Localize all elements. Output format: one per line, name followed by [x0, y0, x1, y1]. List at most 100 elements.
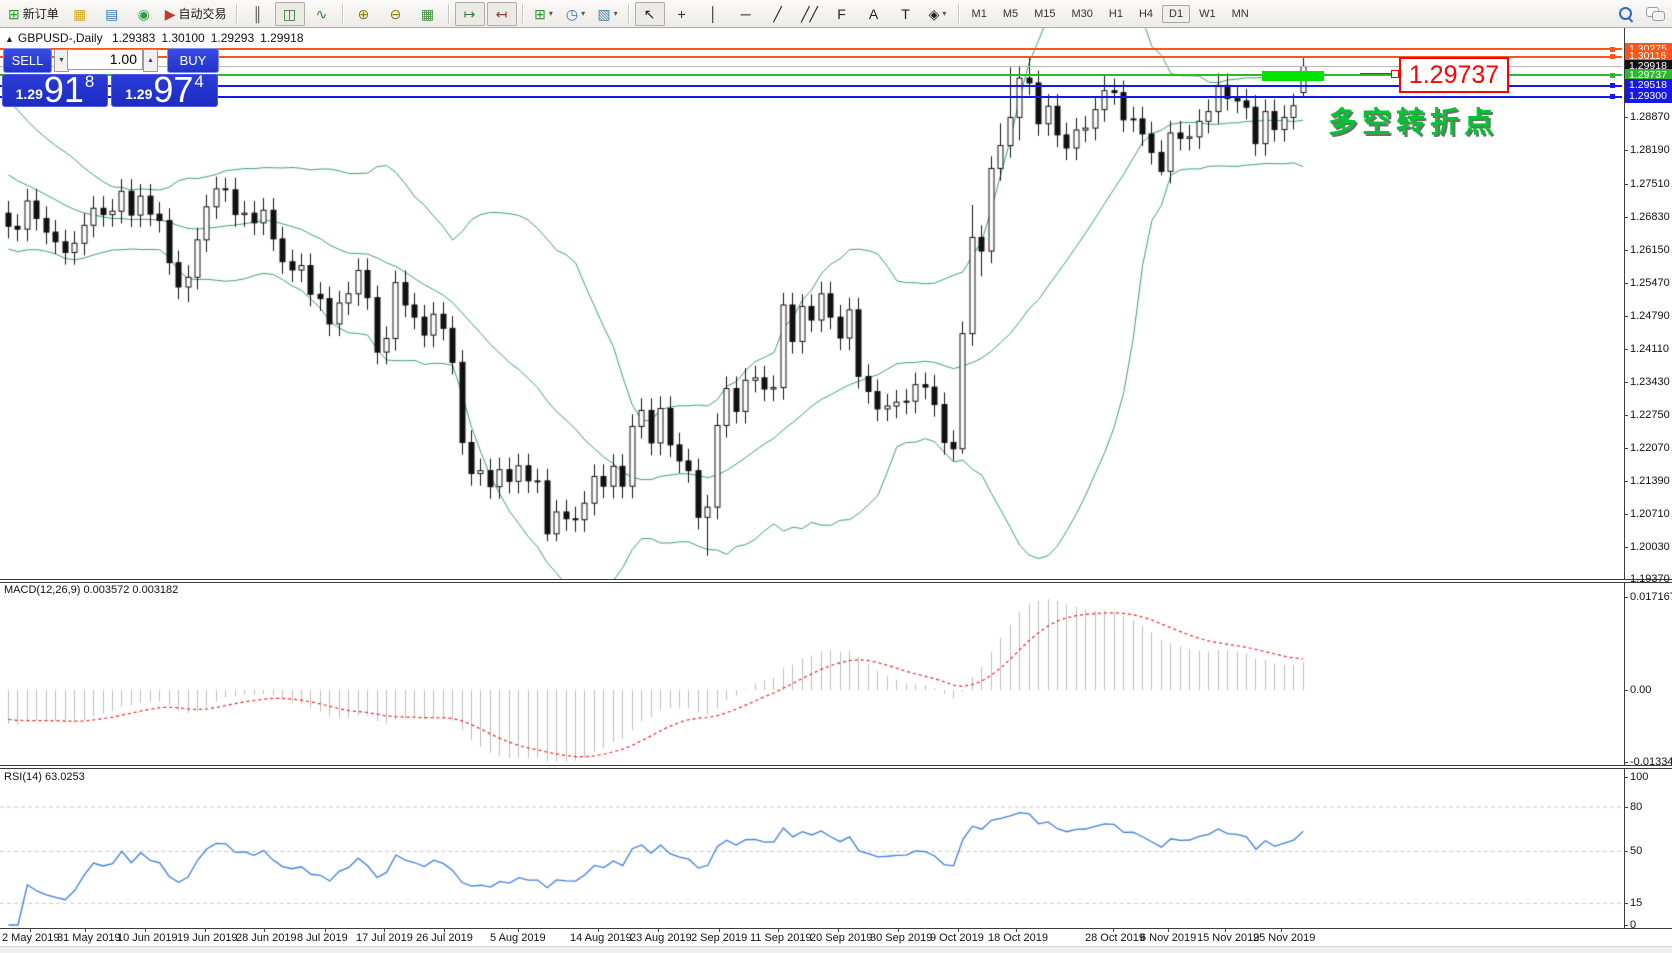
trendline-icon: ╱ [773, 5, 782, 22]
price-badge-1.29518: 1.29518 [1625, 79, 1672, 93]
horizontal-line-button[interactable]: ─ [731, 2, 761, 26]
new-order-icon-label: 新订单 [22, 7, 59, 21]
panel-splitter[interactable] [0, 579, 1672, 583]
horizontal-line-1.29918[interactable] [0, 65, 1622, 67]
turning-point-annotation[interactable]: 多空转折点 [1328, 107, 1499, 139]
indicators-icon: ⊞ [534, 5, 546, 22]
chevron-down-icon[interactable]: ▾ [942, 9, 947, 18]
crosshair-button[interactable]: + [667, 2, 697, 26]
date-label: 18 Oct 2019 [988, 932, 1048, 944]
periods-icon: ◷ [565, 5, 579, 22]
timeframe-h4[interactable]: H4 [1138, 7, 1154, 20]
tile-windows-button[interactable]: ▦ [413, 2, 443, 26]
price-tick-label: 1.27510 [1630, 177, 1670, 190]
sell-price-sup: 8 [84, 72, 95, 91]
chevron-down-icon[interactable]: ▾ [548, 9, 553, 18]
horizontal-line-1.30275[interactable] [0, 48, 1622, 51]
cursor-button[interactable]: ↖ [634, 1, 665, 26]
timeframe-d1[interactable]: D1 [1162, 4, 1191, 23]
data-window-button[interactable]: ▤ [97, 2, 127, 26]
date-tick-mark [898, 928, 899, 932]
timeframe-w1[interactable]: W1 [1199, 7, 1216, 20]
zoom-out-button[interactable]: ⊖ [381, 2, 411, 26]
horizontal-line-1.29300[interactable] [0, 95, 1622, 98]
timeframe-m1[interactable]: M1 [971, 7, 987, 20]
timeframe-m5[interactable]: M5 [1002, 7, 1019, 20]
timeframe-m30[interactable]: M30 [1071, 7, 1093, 20]
chevron-down-icon[interactable]: ▾ [613, 9, 618, 18]
vertical-line-button[interactable]: │ [699, 2, 729, 26]
vertical-line-icon: │ [709, 5, 718, 22]
date-label: 5 Aug 2019 [490, 932, 546, 944]
buy-button[interactable]: BUY [167, 48, 219, 73]
bar-chart-button[interactable]: ║ [243, 2, 273, 26]
volume-increase-button[interactable]: ▲ [143, 49, 158, 72]
sell-button[interactable]: SELL [3, 48, 52, 73]
new-order-button[interactable]: ⊞ 新订单 [4, 2, 63, 26]
auto-scroll-icon: ↦ [463, 5, 476, 22]
search-icon[interactable] [1618, 6, 1634, 23]
macd-label: MACD(12,26,9) 0.003572 0.003182 [4, 584, 179, 596]
chat-bubble [1652, 11, 1665, 21]
date-label: 17 Jul 2019 [356, 932, 413, 944]
price-tick-mark [1624, 216, 1628, 218]
price-tick-label: 1.28870 [1630, 111, 1670, 124]
line-handle[interactable] [1610, 94, 1615, 100]
horizontal-line-1.29737[interactable] [0, 74, 1622, 77]
trendline-button[interactable]: ╱ [763, 2, 793, 26]
line-handle[interactable] [1610, 83, 1615, 89]
line-chart-button[interactable]: ∿ [307, 2, 337, 26]
zoom-in-button[interactable]: ⊕ [349, 2, 379, 26]
chevron-down-icon[interactable]: ▾ [581, 9, 586, 18]
timeframe-h1[interactable]: H1 [1108, 7, 1123, 20]
price-tick-mark [1624, 150, 1628, 152]
channel-button[interactable]: ╱╱ [795, 2, 825, 26]
charts-profile-button[interactable]: ▦ [65, 2, 95, 26]
arrows-button[interactable]: ◈ ▾ [923, 2, 953, 26]
label-button[interactable]: T [891, 2, 921, 26]
callout-anchor-square[interactable] [1391, 70, 1399, 78]
horizontal-line-1.30116[interactable] [0, 55, 1622, 58]
rsi-tick-label: 15 [1630, 896, 1643, 909]
collapse-panel-arrow[interactable]: ▲ [5, 34, 14, 44]
price-tick-label: 1.24110 [1630, 342, 1669, 355]
auto-scroll-button[interactable]: ↦ [454, 1, 485, 26]
candlestick-chart-icon: ◫ [282, 5, 297, 22]
line-handle[interactable] [1610, 72, 1615, 78]
date-tick-mark [325, 928, 326, 932]
date-tick-mark [205, 928, 206, 932]
timeframe-m15[interactable]: M15 [1034, 7, 1056, 20]
autotrading-button[interactable]: ▶ 自动交易 [161, 2, 231, 26]
panel-splitter[interactable] [0, 765, 1672, 769]
line-handle[interactable] [1610, 54, 1615, 60]
line-handle[interactable] [1610, 46, 1615, 52]
date-tick-mark [30, 928, 31, 932]
price-tick-label: 1.26150 [1630, 243, 1670, 256]
rsi-panel-canvas[interactable] [0, 770, 1624, 928]
price-tick-mark [1624, 183, 1628, 185]
navigator-button[interactable]: ◉ [129, 2, 159, 26]
date-label: 14 Aug 2019 [570, 932, 632, 944]
buy-price-display[interactable]: 1.29 97 4 [111, 72, 218, 108]
volume-input[interactable]: 1.00 [67, 49, 143, 70]
chat-icon[interactable] [1646, 7, 1665, 21]
sell-price-display[interactable]: 1.29 91 8 [2, 72, 108, 108]
indicators-button[interactable]: ⊞ ▾ [529, 2, 559, 26]
macd-panel-canvas[interactable] [0, 583, 1624, 766]
chart-shift-button[interactable]: ↤ [486, 1, 517, 26]
macd-tick-mark [1624, 690, 1628, 691]
window-bottom-strip [0, 946, 1672, 953]
date-tick-mark [85, 928, 86, 932]
fibonacci-button[interactable]: F [827, 2, 857, 26]
horizontal-line-1.29518[interactable] [0, 84, 1622, 87]
candlestick-chart-button[interactable]: ◫ [274, 1, 305, 26]
main-chart-canvas[interactable] [0, 28, 1624, 580]
highlight-rectangle[interactable] [1262, 71, 1324, 81]
text-button[interactable]: A [859, 2, 889, 26]
price-callout[interactable]: 1.29737 [1399, 57, 1509, 93]
templates-button[interactable]: ▧ ▾ [593, 2, 623, 26]
periods-button[interactable]: ◷ ▾ [561, 2, 591, 26]
timeframe-mn[interactable]: MN [1231, 7, 1249, 20]
date-label: 30 Sep 2019 [870, 932, 933, 944]
